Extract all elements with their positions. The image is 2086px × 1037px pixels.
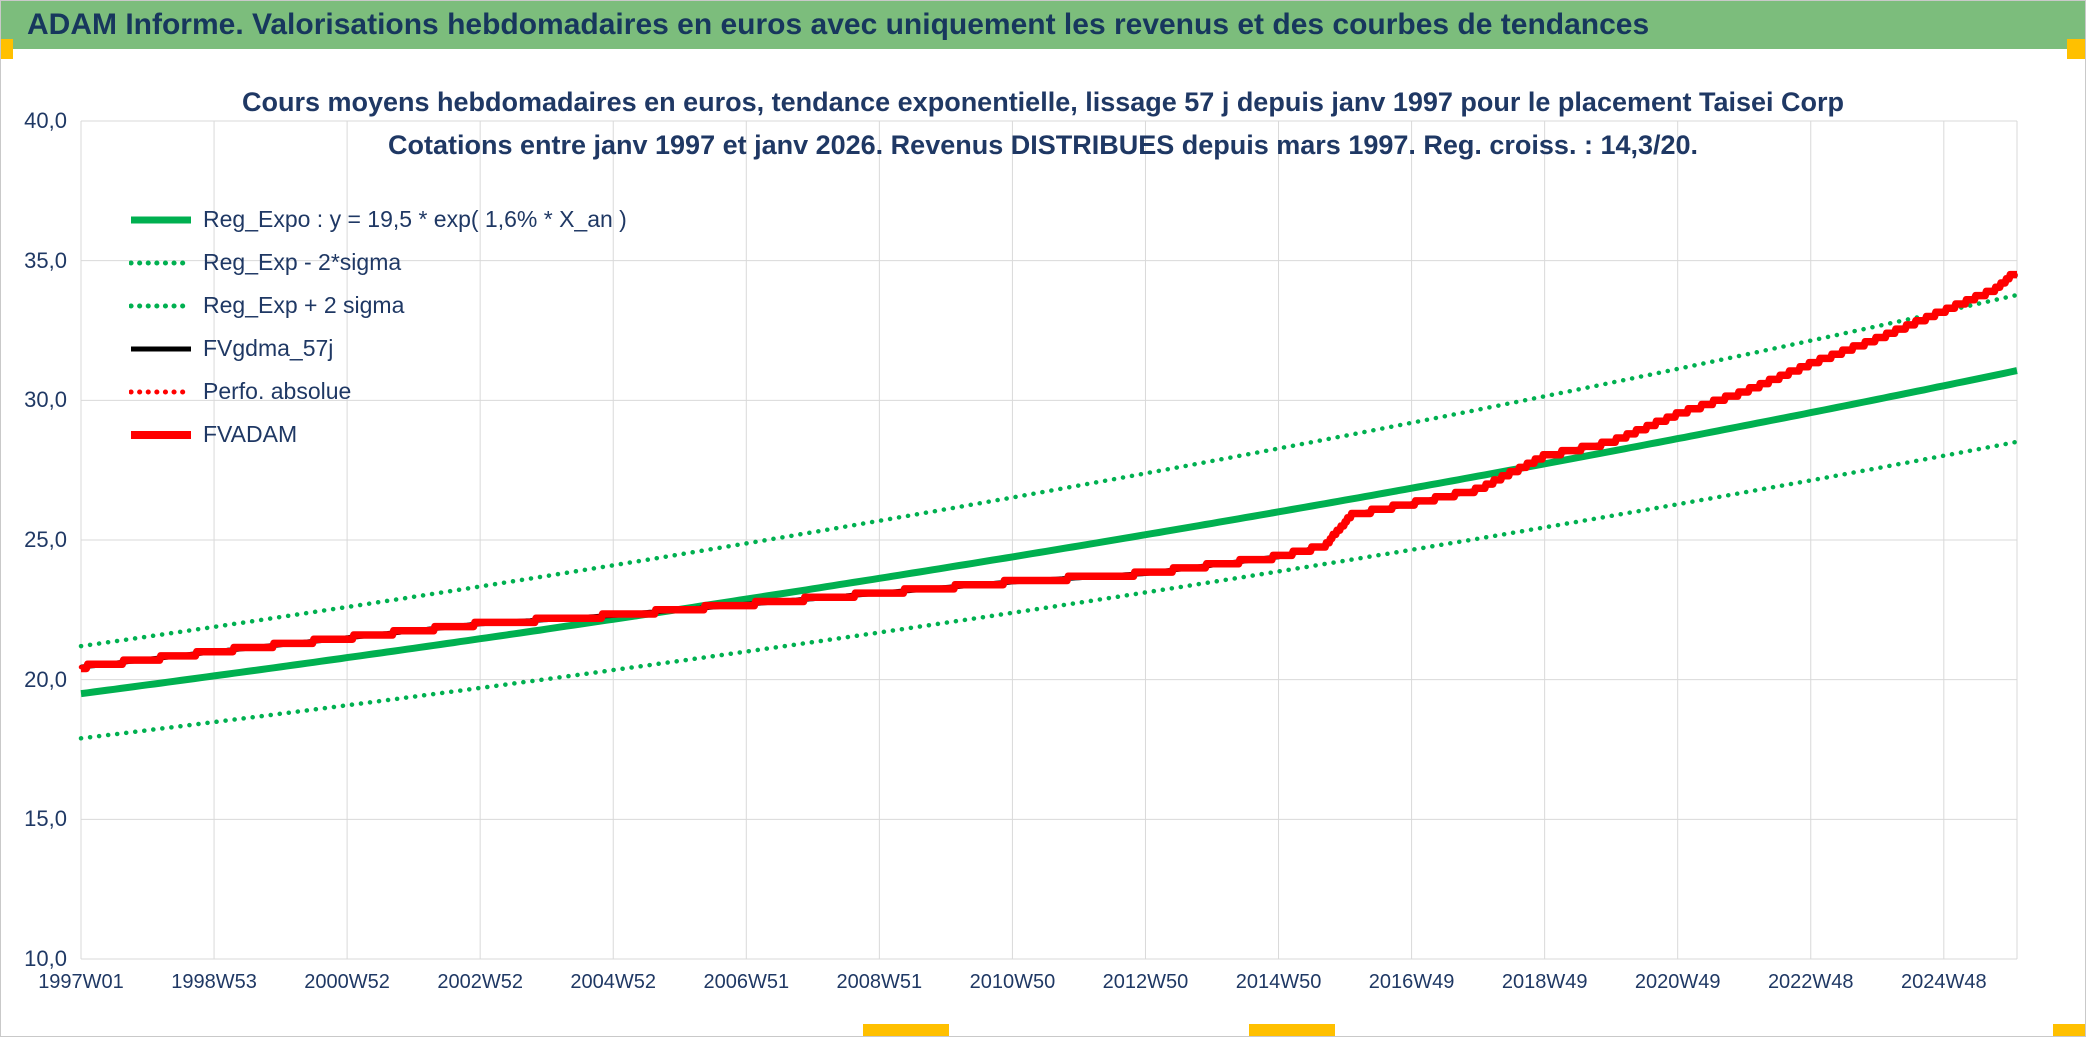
legend-line-swatch (131, 430, 191, 439)
legend-line-swatch (129, 389, 193, 394)
chart-title-line2: Cotations entre janv 1997 et janv 2026. … (387, 130, 1699, 160)
legend-label: FVgdma_57j (203, 335, 334, 361)
series-fvadam[interactable] (78, 270, 2020, 673)
legend-item-5[interactable]: Perfo. absolue (129, 370, 627, 413)
selection-handle[interactable] (1, 39, 13, 59)
chart-title-line1: Cours moyens hebdomadaires en euros, ten… (241, 87, 1845, 117)
legend-line-swatch (131, 346, 191, 351)
selection-handle[interactable] (2053, 1024, 2085, 1036)
legend-line-swatch (129, 303, 193, 308)
legend-line-swatch (129, 260, 193, 265)
legend-line-swatch (131, 216, 191, 223)
legend-label: Reg_Exp + 2 sigma (203, 292, 405, 318)
series-reg-expo-y-19-5-exp-1-6-x-an[interactable] (80, 367, 2018, 698)
legend-item-6[interactable]: FVADAM (129, 413, 627, 456)
legend-label: Reg_Expo : y = 19,5 * exp( 1,6% * X_an ) (203, 206, 627, 232)
legend-label: FVADAM (203, 421, 298, 447)
selection-handle[interactable] (1249, 1024, 1335, 1036)
selection-handle[interactable] (2067, 39, 2085, 59)
legend-item-2[interactable]: Reg_Exp - 2*sigma (129, 241, 627, 284)
header-bar[interactable]: ADAM Informe. Valorisations hebdomadaire… (1, 1, 2085, 49)
series-reg-exp-2-sigma[interactable] (78, 439, 2020, 741)
legend-label: Perfo. absolue (203, 378, 352, 404)
header-title: ADAM Informe. Valorisations hebdomadaire… (27, 8, 1650, 41)
selection-handle[interactable] (863, 1024, 949, 1036)
legend-item-1[interactable]: Reg_Expo : y = 19,5 * exp( 1,6% * X_an ) (129, 198, 627, 241)
legend-item-3[interactable]: Reg_Exp + 2 sigma (129, 284, 627, 327)
legend-label: Reg_Exp - 2*sigma (203, 249, 402, 275)
gridlines (80, 120, 2018, 960)
legend-item-4[interactable]: FVgdma_57j (129, 327, 627, 370)
series-reg-exp-2-sigma[interactable] (78, 292, 2020, 649)
chart-legend[interactable]: Reg_Expo : y = 19,5 * exp( 1,6% * X_an )… (129, 198, 627, 456)
chart-title[interactable]: Cours moyens hebdomadaires en euros, ten… (1, 81, 2085, 167)
